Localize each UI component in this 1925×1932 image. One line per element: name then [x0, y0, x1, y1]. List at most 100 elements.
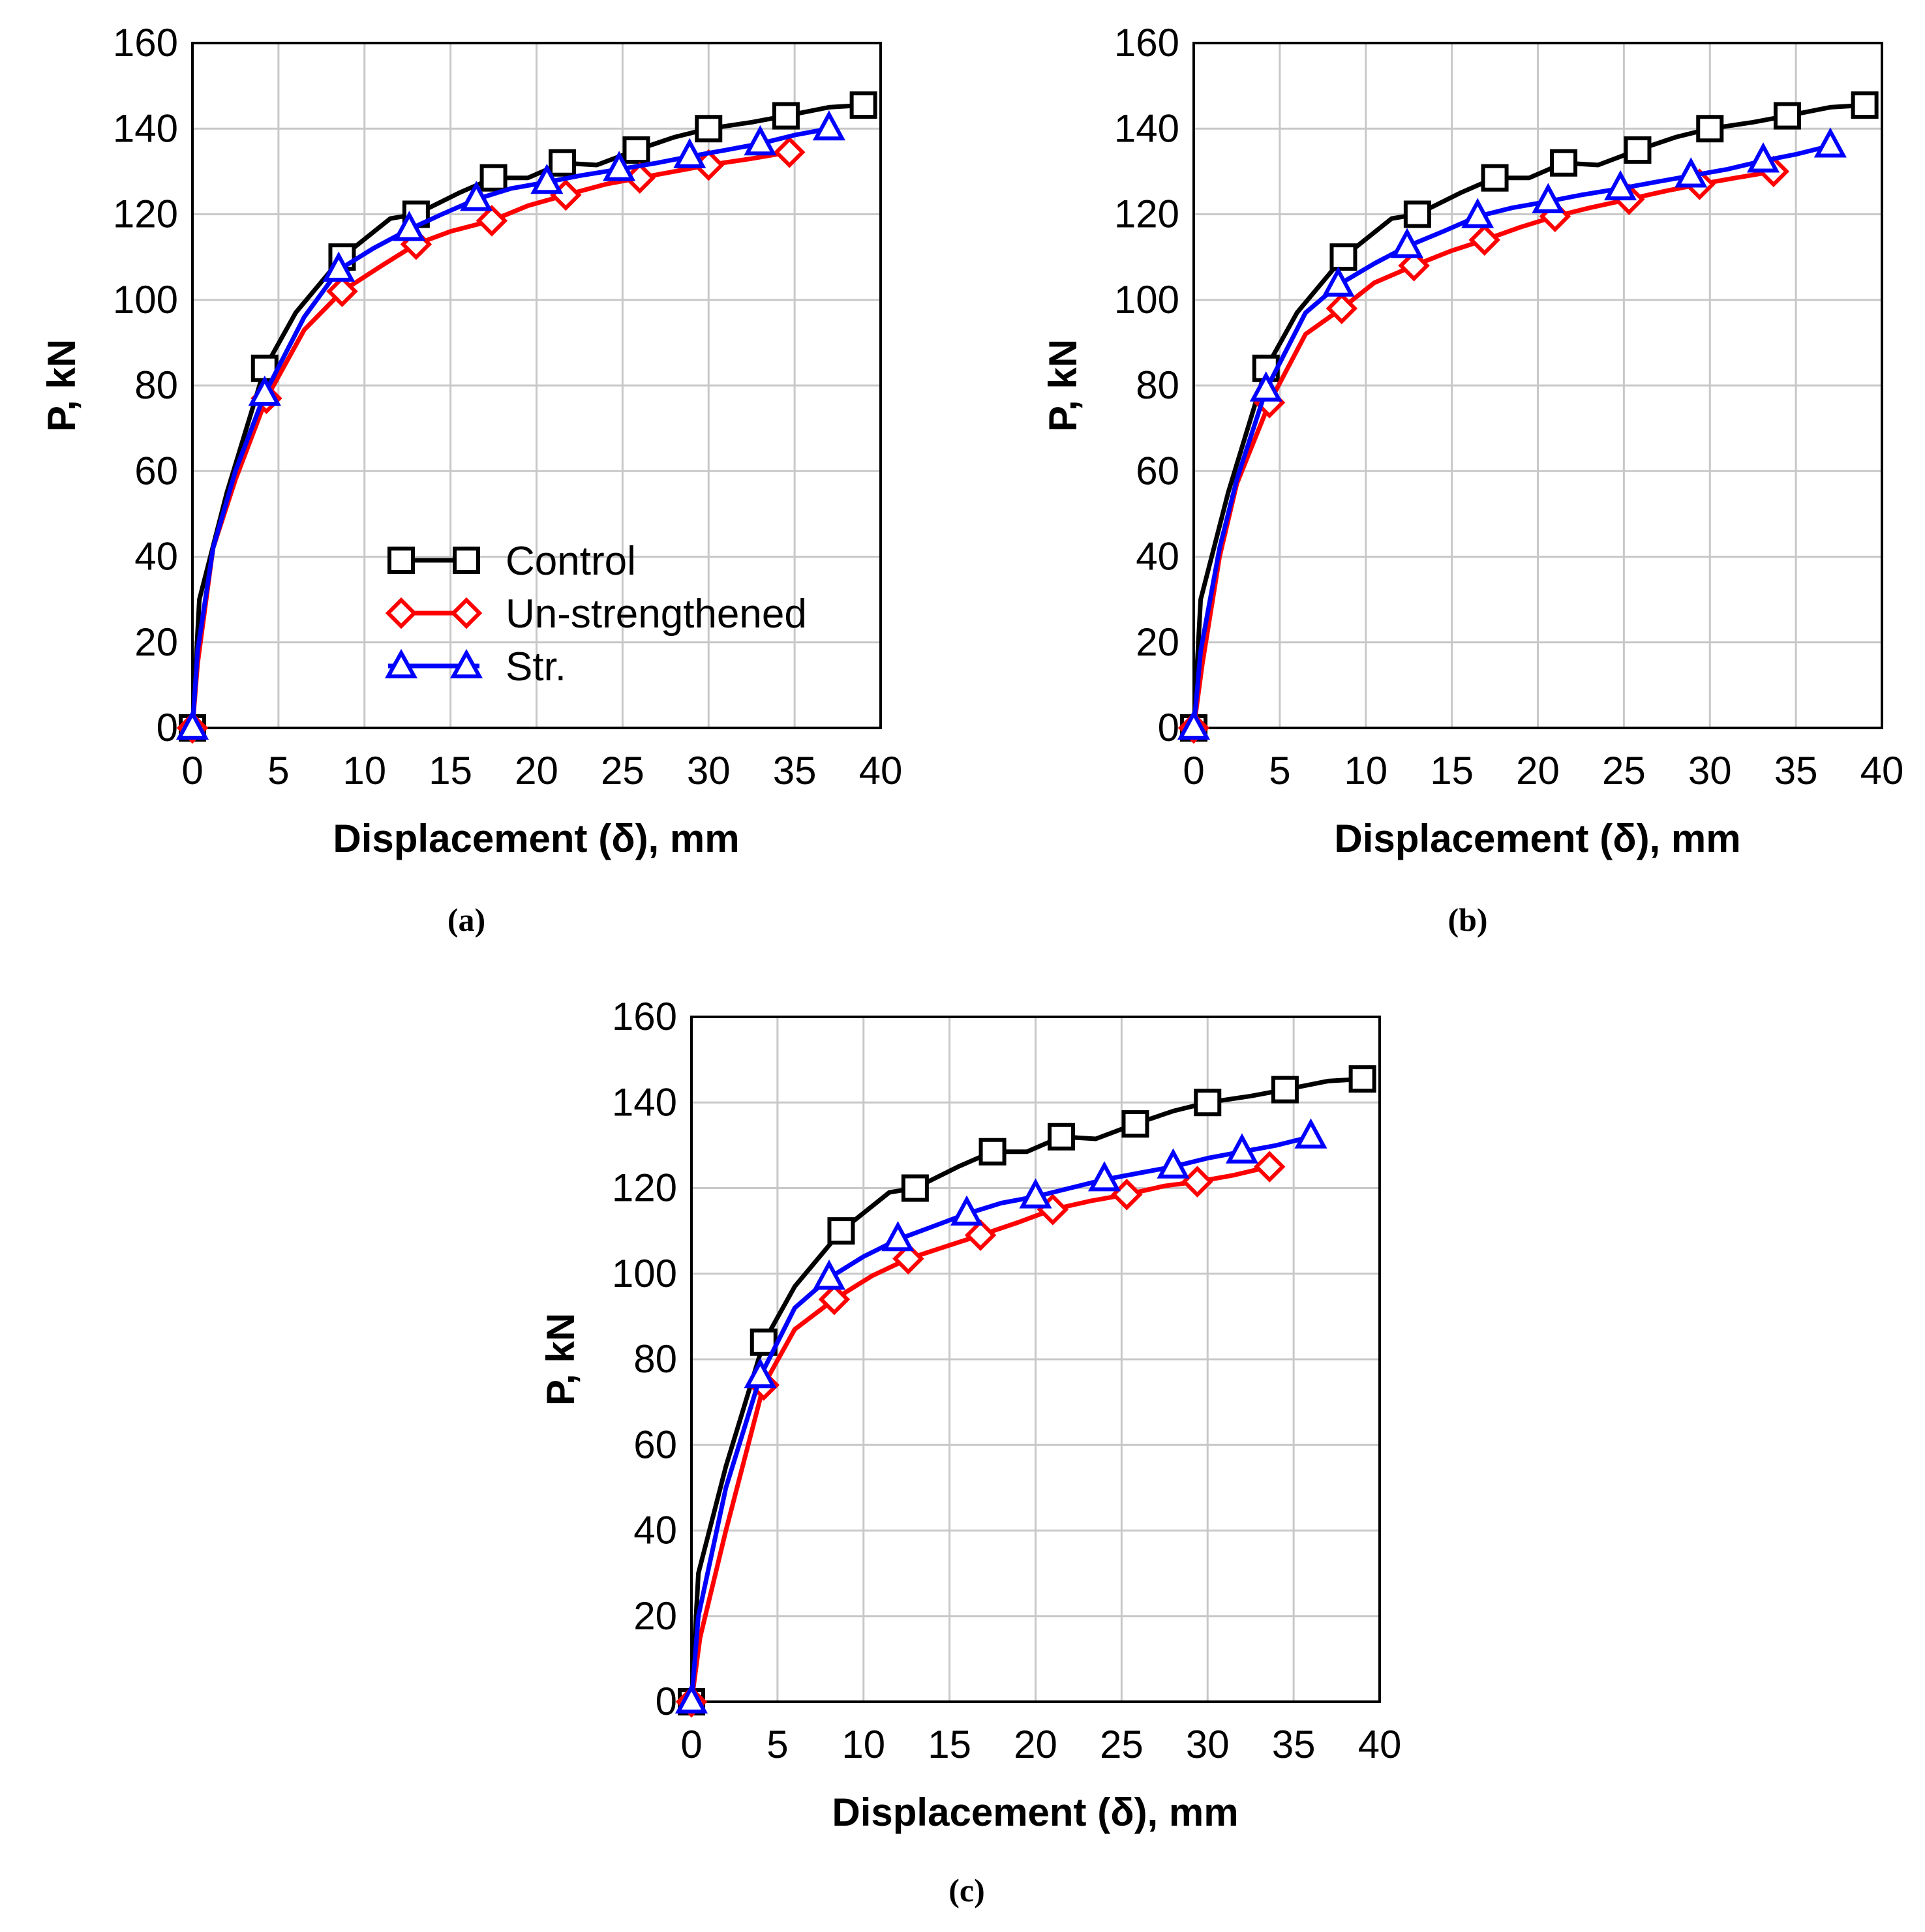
y-tick-label: 160: [612, 995, 677, 1038]
y-tick-label: 40: [1136, 535, 1179, 579]
y-tick-label: 60: [134, 449, 178, 492]
data-point-control: [1348, 1065, 1376, 1093]
data-point-control: [901, 1174, 929, 1202]
data-point-control: [827, 1217, 855, 1245]
y-tick-label: 20: [134, 620, 178, 664]
x-tick-label: 35: [1272, 1723, 1316, 1766]
y-axis-label: P, kN: [539, 1313, 583, 1406]
plot-frame: [1192, 42, 1883, 729]
data-point-control: [1271, 1076, 1299, 1104]
y-tick-label: 140: [612, 1080, 677, 1124]
x-tick-label: 0: [1183, 749, 1204, 792]
x-tick-labels: 0 5 10 15 20 25 30 35 40: [680, 1723, 1401, 1766]
y-axis-label: P, kN: [1041, 339, 1085, 432]
legend-marker-unstrengthened-2: [450, 597, 483, 629]
x-tick-labels: 0 5 10 15 20 25 30 35 40: [181, 749, 902, 792]
legend-marker-control-2: [453, 547, 480, 574]
series-layer: [175, 91, 877, 744]
legend-label-unstrengthened: Un-strengthened: [506, 592, 807, 637]
plot-frame: [191, 42, 882, 729]
y-tick-labels: 0 20 40 60 80 100 120 140 160: [113, 21, 178, 749]
data-point-str: [1604, 170, 1637, 201]
series-line-un-strengthened: [689, 1164, 1272, 1704]
x-axis-label: Displacement (δ), mm: [1334, 817, 1740, 860]
series-line-str: [190, 126, 832, 731]
y-tick-label: 100: [1114, 278, 1179, 322]
x-tick-label: 40: [859, 749, 903, 792]
y-tick-label: 100: [612, 1252, 677, 1295]
data-point-control: [1403, 200, 1431, 228]
x-tick-label: 5: [1269, 749, 1290, 792]
data-point-str: [1461, 198, 1494, 228]
data-point-un-strengthened: [476, 205, 508, 237]
series-layer: [675, 1065, 1376, 1718]
data-point-str: [248, 375, 281, 406]
x-tick-label: 15: [1430, 749, 1474, 792]
panel-caption-b: (b): [1448, 901, 1487, 938]
data-point-control: [772, 102, 800, 130]
data-point-control: [1624, 136, 1652, 164]
data-point-control: [849, 91, 877, 119]
data-point-str: [1746, 142, 1780, 173]
data-point-str: [530, 163, 564, 194]
data-point-str: [1249, 371, 1282, 402]
y-tick-label: 160: [113, 21, 178, 65]
panel-caption-a: (a): [447, 901, 485, 938]
data-point-control: [695, 115, 723, 143]
legend-entry-unstrengthened: Un-strengthened: [385, 592, 807, 637]
data-point-un-strengthened: [892, 1243, 924, 1275]
legend-marker-str: [384, 648, 418, 678]
data-point-control: [1851, 91, 1879, 119]
y-tick-label: 20: [1136, 620, 1179, 664]
data-point-control: [978, 1138, 1007, 1166]
y-tick-label: 120: [612, 1166, 677, 1210]
data-point-str: [950, 1195, 984, 1226]
y-tick-label: 40: [633, 1509, 677, 1552]
series-line-str: [689, 1134, 1313, 1704]
data-point-str: [1322, 266, 1355, 297]
data-point-un-strengthened: [1253, 1151, 1286, 1183]
data-point-str: [744, 1357, 777, 1389]
data-point-str: [675, 1683, 708, 1713]
data-point-str: [1532, 183, 1565, 213]
y-tick-label: 60: [1136, 449, 1179, 492]
x-tick-label: 30: [1186, 1723, 1230, 1766]
data-point-control: [1696, 115, 1724, 143]
data-point-str: [744, 125, 777, 156]
y-tick-label: 80: [134, 363, 178, 407]
x-tick-label: 20: [1014, 1723, 1057, 1766]
data-point-control: [1550, 149, 1578, 177]
x-tick-label: 15: [429, 749, 472, 792]
x-tick-label: 0: [680, 1723, 702, 1766]
legend-marker-str-2: [449, 648, 483, 678]
y-tick-label: 140: [113, 106, 178, 150]
data-point-control: [479, 164, 508, 192]
y-tick-labels: 0 20 40 60 80 100 120 140 160: [612, 995, 677, 1723]
y-tick-label: 140: [1114, 106, 1179, 150]
data-point-control: [1121, 1110, 1149, 1138]
legend-entry-control: Control: [387, 539, 636, 584]
x-tick-label: 25: [601, 749, 644, 792]
data-point-str: [322, 251, 356, 282]
x-tick-label: 0: [181, 749, 203, 792]
data-point-un-strengthened: [773, 136, 806, 168]
data-point-un-strengthened: [1181, 1166, 1213, 1198]
y-tick-label: 120: [113, 192, 178, 236]
data-point-str: [1087, 1161, 1121, 1192]
series-line-str: [1191, 143, 1833, 731]
grid-lines: [1194, 43, 1882, 728]
x-tick-label: 35: [1774, 749, 1818, 792]
x-tick-labels: 0 5 10 15 20 25 30 35 40: [1183, 749, 1903, 792]
x-tick-label: 10: [1344, 749, 1387, 792]
legend: Control Un-strengthened Str.: [384, 539, 807, 689]
y-tick-label: 40: [134, 535, 178, 579]
data-point-un-strengthened: [1326, 292, 1358, 325]
data-point-str: [393, 211, 426, 241]
legend-label-str: Str.: [506, 644, 566, 689]
x-tick-label: 20: [1516, 749, 1560, 792]
x-tick-label: 5: [267, 749, 289, 792]
legend-marker-control: [387, 547, 415, 574]
panel-a: 0 5 10 15 20 25 30 35 40 0 20 40 60 80 100 120 140 160 D…: [40, 21, 902, 938]
x-tick-label: 30: [687, 749, 731, 792]
